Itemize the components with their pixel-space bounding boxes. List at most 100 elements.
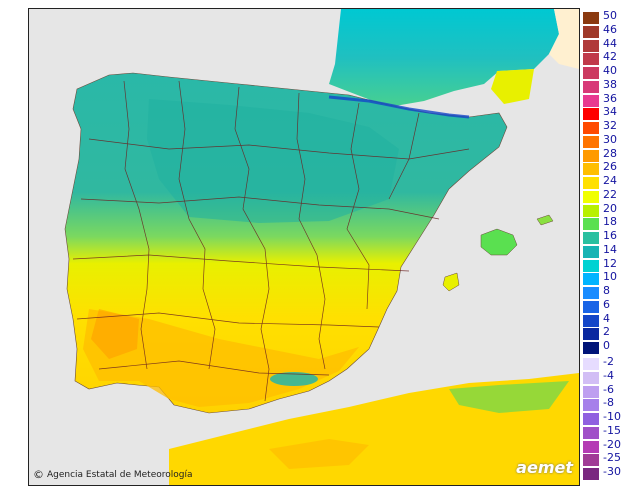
temperature-legend: 50 46 44 42 40 38 36 34 32 30 28 26 24 22 20 18 16 14 12 10… [583,8,629,488]
legend-swatch [583,67,599,79]
legend-label: 36 [603,91,617,105]
legend-item: 22 [583,187,629,203]
legend-label: 34 [603,105,617,119]
legend-item: 18 [583,215,629,231]
temperature-map: © Agencia Estatal de Meteorología aemet [28,8,580,486]
ibiza [442,272,460,292]
legend-swatch [583,163,599,176]
france-region [329,9,559,107]
legend-label: 18 [603,215,617,229]
legend-label: -10 [603,410,621,423]
legend-item: -8 [583,396,629,412]
legend-item: -2 [583,355,629,370]
atlas-cool-zone [449,381,569,413]
legend-item: 10 [583,270,629,286]
legend-swatch [583,39,599,52]
legend-item: -20 [583,437,629,453]
legend-label: 28 [603,146,617,160]
legend-swatch [583,80,599,93]
legend-label: 50 [603,9,617,22]
province-boundaries [72,80,470,402]
legend-label: -20 [603,437,621,451]
legend-label: -2 [603,355,614,368]
legend-swatch [583,399,599,412]
legend-label: 10 [603,270,617,284]
legend-item: 2 [583,325,629,341]
legend-swatch [583,94,599,107]
legend-label: 16 [603,229,617,242]
france-south [491,69,534,104]
legend-item: 16 [583,229,629,244]
legend-swatch [583,218,599,231]
legend-label: 46 [603,22,617,36]
aemet-credit: © Agencia Estatal de Meteorología [33,468,193,481]
legend-swatch [583,53,599,66]
legend-label: -4 [603,368,614,382]
mallorca [480,228,518,256]
legend-label: -8 [603,396,614,410]
legend-swatch [583,25,599,38]
legend-label: -30 [603,465,621,478]
legend-swatch [583,413,599,425]
legend-swatch [583,287,599,299]
legend-swatch [583,440,599,453]
legend-swatch [583,314,599,327]
legend-swatch [583,328,599,341]
legend-swatch [583,177,599,189]
legend-label: 6 [603,297,610,311]
legend-label: 2 [603,325,610,339]
legend-swatch [583,245,599,258]
legend-item: 46 [583,22,629,38]
legend-label: -25 [603,451,621,465]
legend-item: 0 [583,340,629,354]
legend-item: 14 [583,242,629,258]
map-canvas [29,9,579,485]
sierra-nevada-cool [270,372,318,386]
legend-item: -4 [583,368,629,384]
legend-swatch [583,108,599,121]
legend-item: 20 [583,201,629,217]
pyrenees-cold [328,95,470,119]
legend-swatch [583,358,599,370]
legend-item: 50 [583,9,629,24]
legend-swatch [583,190,599,203]
legend-item: 12 [583,257,629,272]
legend-item: 42 [583,50,629,66]
legend-swatch [583,454,599,467]
legend-swatch [583,273,599,286]
legend-swatch [583,426,599,439]
legend-swatch [583,342,599,354]
legend-item: -10 [583,410,629,425]
legend-label: 26 [603,160,617,174]
legend-swatch [583,468,599,480]
legend-label: 4 [603,311,610,325]
legend-item: 24 [583,175,629,189]
legend-label: 8 [603,284,610,297]
legend-label: 44 [603,36,617,50]
legend-swatch [583,122,599,134]
legend-swatch [583,232,599,244]
legend-label: -6 [603,382,614,396]
legend-label: 14 [603,242,617,256]
legend-item: 40 [583,65,629,79]
legend-swatch [583,371,599,384]
land-east [549,9,579,69]
legend-item: 38 [583,77,629,93]
legend-swatch [583,385,599,398]
legend-label: 38 [603,77,617,91]
legend-swatch [583,259,599,272]
legend-swatch [583,204,599,217]
legend-swatch [583,12,599,24]
aemet-logo: aemet [516,458,573,477]
menorca [536,214,554,226]
morocco-warm-zone [269,439,369,469]
legend-swatch [583,135,599,148]
legend-label: 32 [603,119,617,132]
legend-swatch [583,300,599,313]
legend-label: 42 [603,50,617,64]
legend-label: -15 [603,423,621,437]
legend-item: -30 [583,465,629,480]
legend-item: 30 [583,133,629,148]
legend-label: 20 [603,201,617,215]
legend-label: 22 [603,187,617,201]
